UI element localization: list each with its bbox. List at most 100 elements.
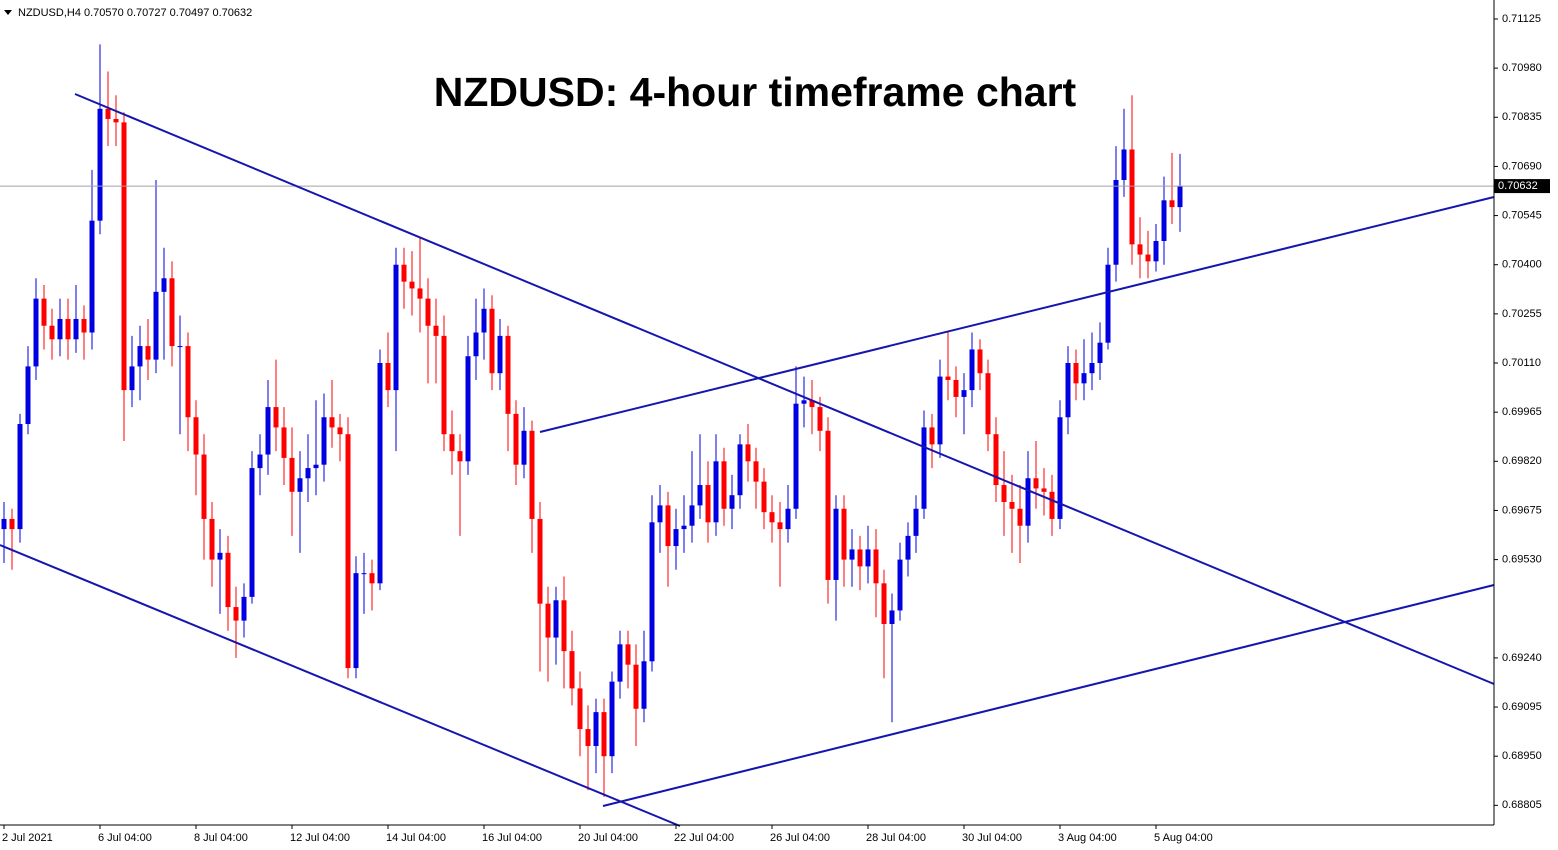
candle-body: [9, 518, 15, 530]
y-tick-label: 0.69675: [1502, 504, 1542, 516]
candle-body: [377, 363, 383, 584]
x-tick-label: 3 Aug 04:00: [1058, 832, 1117, 844]
candle-body: [641, 661, 647, 709]
candle-body: [705, 485, 711, 523]
candle-body: [857, 549, 863, 567]
candle-body: [473, 332, 479, 357]
candle-body: [153, 291, 159, 360]
candle-body: [945, 376, 951, 380]
candle-body: [1177, 186, 1183, 208]
x-tick-label: 22 Jul 04:00: [674, 832, 734, 844]
y-tick-label: 0.70545: [1502, 209, 1542, 221]
candle-body: [113, 118, 119, 123]
candle-body: [505, 335, 511, 414]
menu-arrow[interactable]: [4, 10, 12, 15]
candle-body: [97, 108, 103, 221]
candle-body: [673, 529, 679, 547]
x-tick-label: 14 Jul 04:00: [386, 832, 446, 844]
candle-body: [169, 278, 175, 347]
candle-body: [401, 264, 407, 282]
x-tick-label: 5 Aug 04:00: [1154, 832, 1213, 844]
x-tick-label: 30 Jul 04:00: [962, 832, 1022, 844]
candle-body: [1041, 488, 1047, 492]
candle-body: [1009, 501, 1015, 509]
candle-body: [457, 451, 463, 462]
candle-body: [777, 522, 783, 530]
y-tick-label: 0.68805: [1502, 799, 1542, 811]
candle-body: [281, 427, 287, 458]
candle-body: [25, 366, 31, 425]
candle-body: [721, 461, 727, 509]
candle-body: [121, 122, 127, 391]
candle-body: [761, 481, 767, 513]
candle-body: [425, 298, 431, 326]
x-tick-label: 2 Jul 2021: [2, 832, 53, 844]
candle-body: [201, 454, 207, 519]
candle-body: [265, 407, 271, 455]
candle-body: [889, 610, 895, 625]
x-tick-label: 20 Jul 04:00: [578, 832, 638, 844]
symbol-header: NZDUSD,H4 0.70570 0.70727 0.70497 0.7063…: [18, 7, 252, 19]
y-tick-label: 0.69530: [1502, 554, 1542, 566]
candle-body: [961, 390, 967, 397]
candle-body: [65, 318, 71, 340]
candle-body: [233, 607, 239, 621]
candle-body: [89, 220, 95, 333]
x-tick-label: 6 Jul 04:00: [98, 832, 152, 844]
candle-body: [617, 644, 623, 682]
y-tick-label: 0.69095: [1502, 701, 1542, 713]
candle-body: [593, 712, 599, 747]
candle-body: [161, 278, 167, 292]
candle-body: [553, 600, 559, 638]
candle-body: [649, 522, 655, 662]
candle-body: [497, 335, 503, 374]
candle-body: [625, 644, 631, 665]
candle-body: [1081, 373, 1087, 384]
candle-body: [1017, 508, 1023, 526]
candle-body: [241, 596, 247, 621]
candle-body: [953, 379, 959, 397]
candle-body: [1161, 200, 1167, 241]
candle-body: [1137, 244, 1143, 255]
candle-body: [369, 573, 375, 584]
candle-body: [105, 108, 111, 119]
candle-body: [801, 400, 807, 404]
candle-body: [633, 664, 639, 709]
candle-body: [929, 427, 935, 445]
candle-body: [129, 366, 135, 391]
candle-body: [393, 264, 399, 391]
y-tick-label: 0.70980: [1502, 62, 1542, 74]
candle-body: [865, 549, 871, 567]
candle-body: [601, 712, 607, 757]
candle-body: [665, 505, 671, 547]
candle-body: [545, 603, 551, 638]
candle-body: [729, 495, 735, 509]
trendline: [74, 93, 1495, 685]
candle-body: [177, 346, 183, 348]
candle-body: [817, 407, 823, 431]
candle-body: [873, 549, 879, 584]
candle-body: [809, 400, 815, 408]
last-price-label: 0.70632: [1498, 180, 1538, 192]
candle-body: [521, 430, 527, 465]
candle-body: [73, 318, 79, 340]
candle-body: [345, 434, 351, 669]
y-tick-label: 0.69965: [1502, 406, 1542, 418]
candle-body: [1113, 179, 1119, 265]
candle-body: [137, 346, 143, 367]
candle-body: [921, 427, 927, 509]
candle-body: [409, 281, 415, 289]
candle-body: [1033, 478, 1039, 489]
candle-body: [361, 573, 367, 575]
trendline: [539, 196, 1495, 433]
candle-body: [1169, 200, 1175, 208]
plot-area: [0, 44, 1494, 797]
candle-body: [993, 434, 999, 486]
candle-body: [577, 688, 583, 730]
candle-body: [57, 318, 63, 340]
y-tick-label: 0.68950: [1502, 750, 1542, 762]
trendline: [602, 584, 1495, 807]
candle-body: [793, 403, 799, 509]
